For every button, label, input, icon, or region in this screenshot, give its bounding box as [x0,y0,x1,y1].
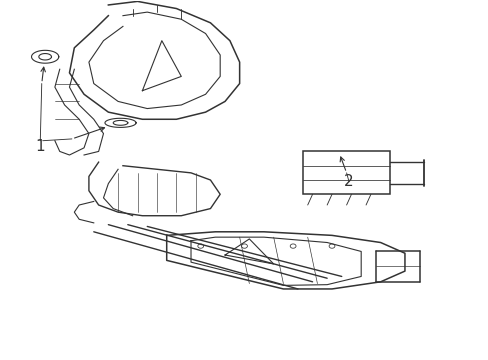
Text: 1: 1 [36,139,45,154]
Text: 2: 2 [344,174,353,189]
Bar [302,152,389,194]
